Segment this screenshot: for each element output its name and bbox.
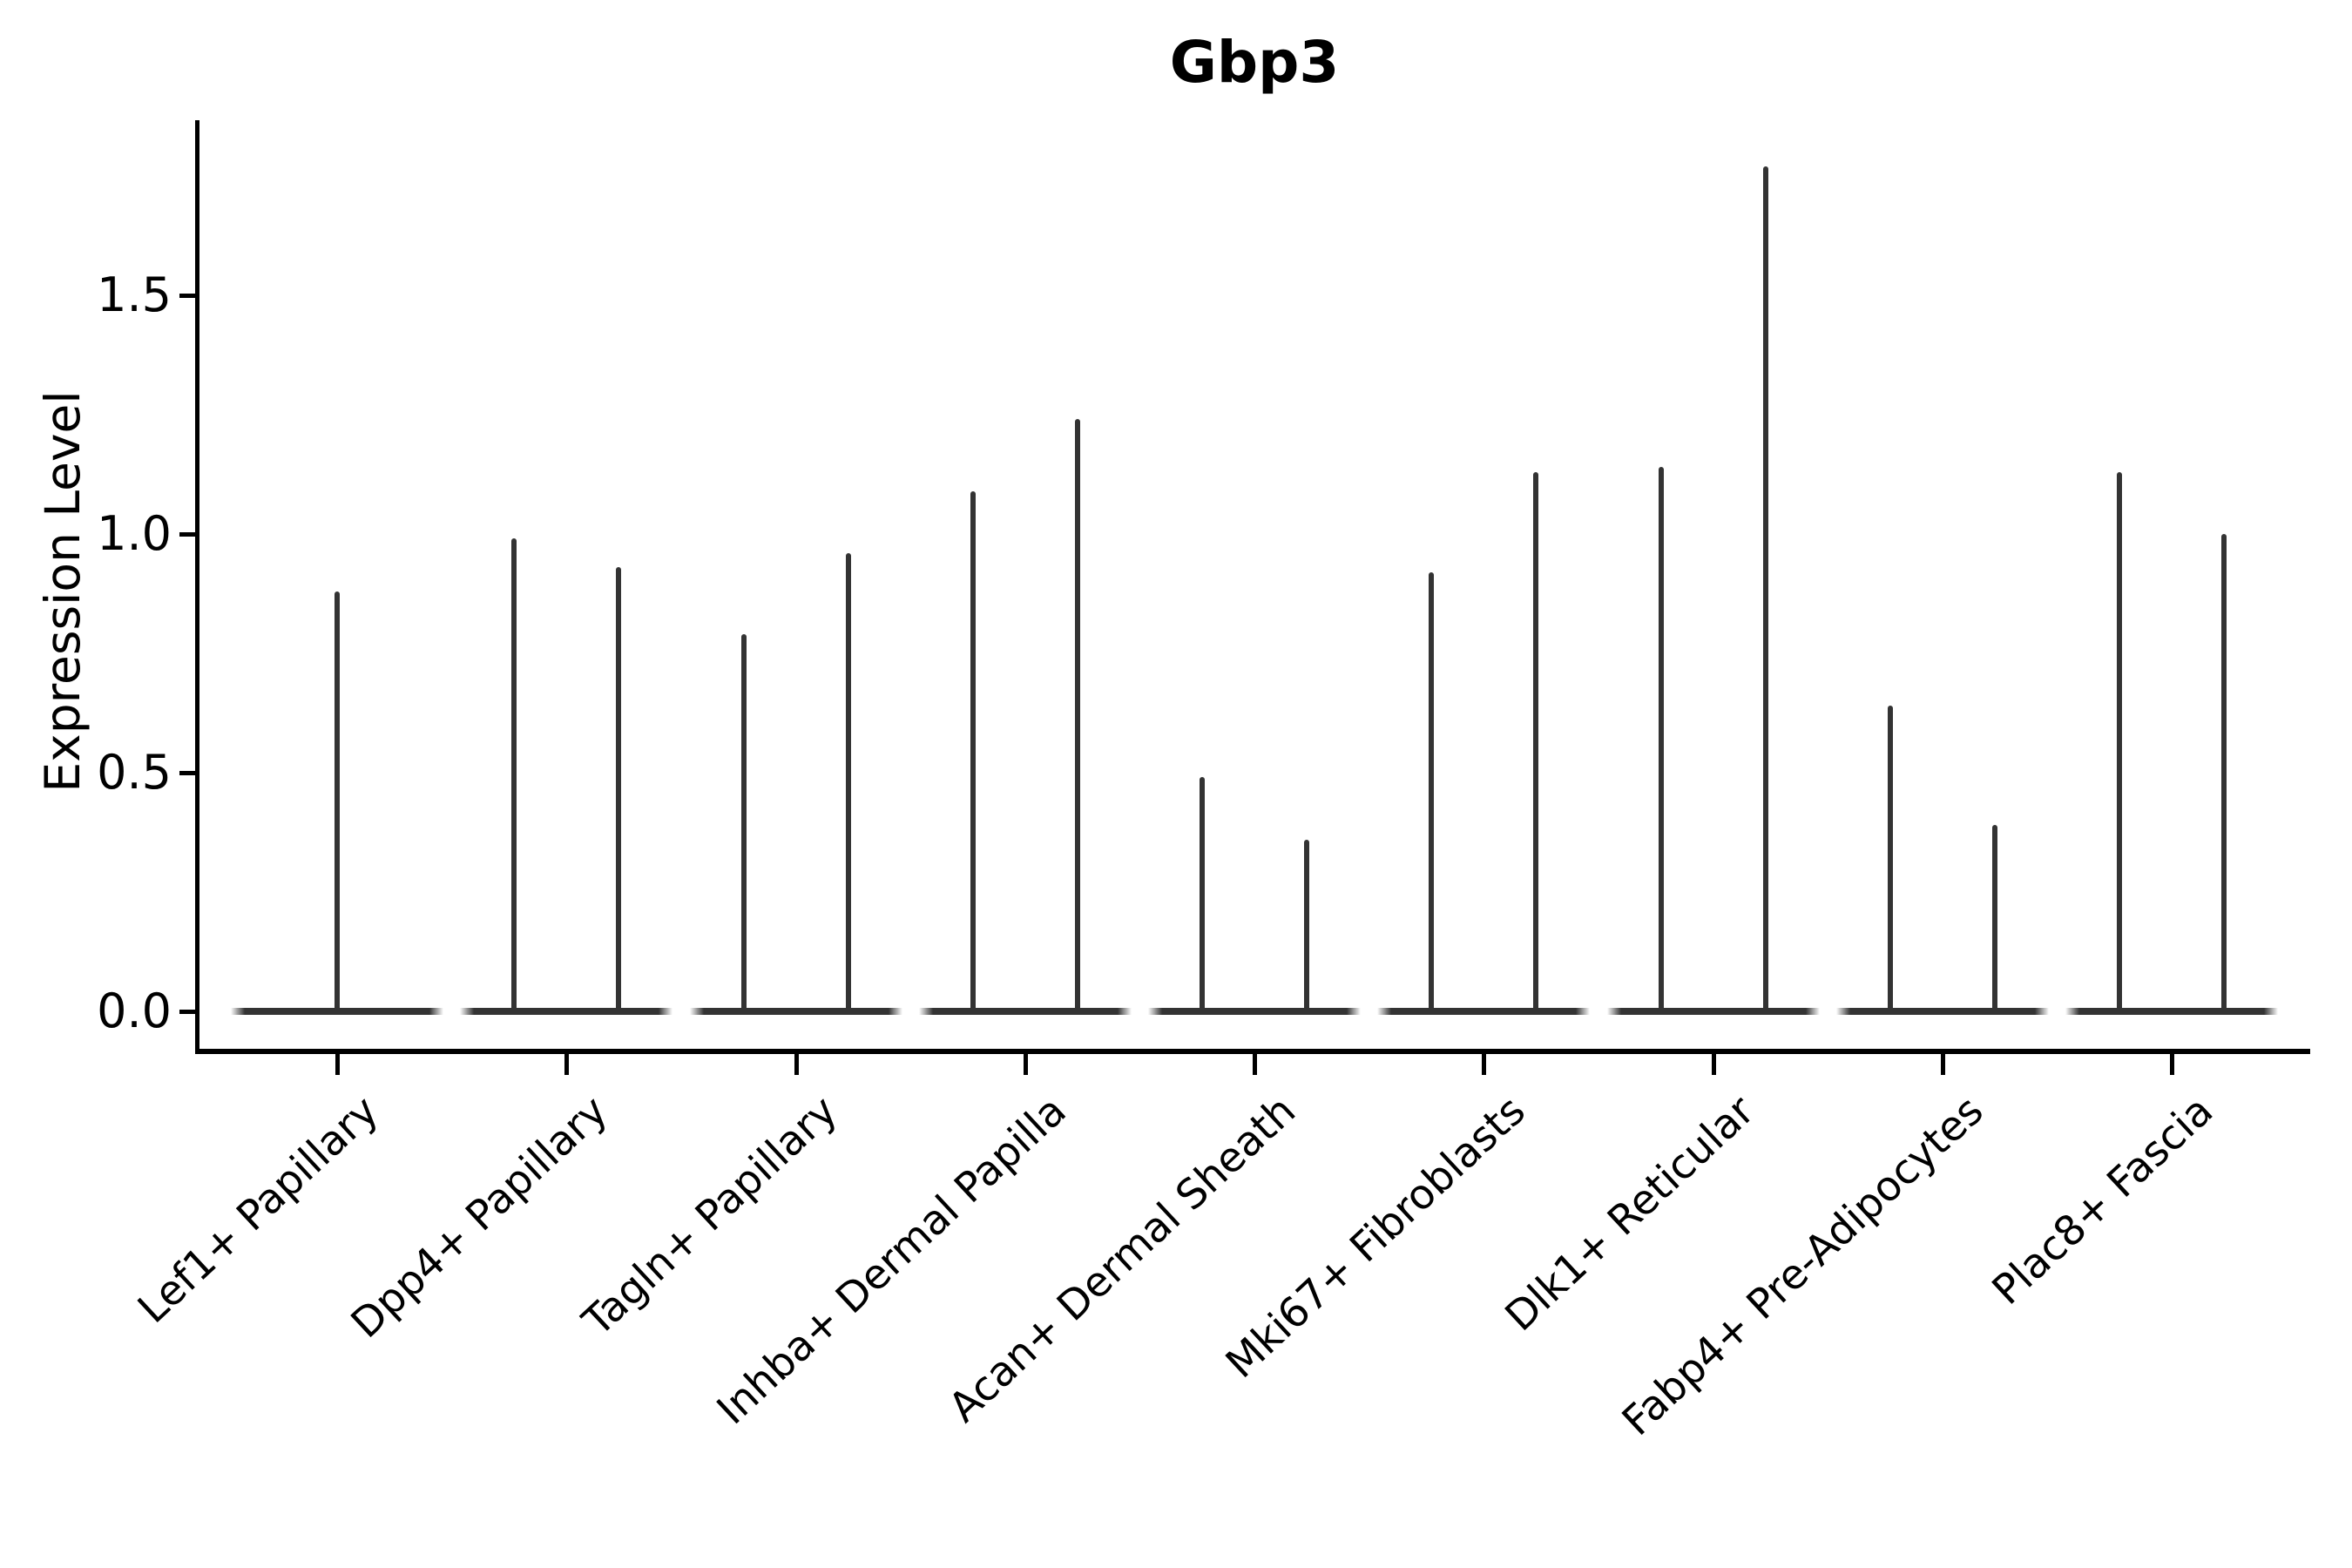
violin-spike — [845, 552, 851, 1014]
chart-title: Gbp3 — [1169, 29, 1340, 96]
x-tick — [794, 1054, 799, 1075]
violin-base — [1148, 1008, 1361, 1015]
violin-base — [1606, 1008, 1820, 1015]
violin-spike — [2221, 534, 2227, 1014]
violin-spike — [1429, 571, 1435, 1014]
x-tick-label: Dlk1+ Reticular — [1496, 1086, 1764, 1342]
y-axis-line — [195, 120, 199, 1054]
violin-spike — [511, 538, 517, 1014]
x-tick-label: Lef1+ Papillary — [128, 1086, 389, 1333]
violin-spike — [1200, 777, 1205, 1014]
y-tick-label: 0.0 — [97, 983, 172, 1038]
y-tick — [179, 294, 195, 298]
y-tick — [179, 771, 195, 775]
x-tick — [1253, 1054, 1257, 1075]
violin-base — [460, 1008, 673, 1015]
violin-spike — [335, 591, 340, 1014]
x-tick — [564, 1054, 570, 1075]
violin-spike — [1304, 839, 1309, 1014]
violin-spike — [1887, 706, 1893, 1014]
x-tick — [1711, 1054, 1716, 1075]
violin-base — [2065, 1008, 2278, 1015]
violin-base — [1377, 1008, 1591, 1015]
x-tick — [2170, 1054, 2174, 1075]
x-axis-line — [195, 1049, 2310, 1054]
y-tick-label: 1.0 — [97, 506, 172, 561]
violin-base — [689, 1008, 902, 1015]
violin-base — [1835, 1008, 2049, 1015]
y-tick-label: 0.5 — [97, 745, 172, 800]
y-tick — [179, 532, 195, 537]
x-tick — [1940, 1054, 1945, 1075]
violin-spike — [970, 490, 976, 1014]
y-tick — [179, 1010, 195, 1014]
y-tick-label: 1.5 — [97, 267, 172, 322]
violin-spike — [740, 634, 747, 1014]
violin-spike — [616, 567, 622, 1014]
violin-spike — [1762, 166, 1768, 1014]
violin-spike — [1074, 419, 1080, 1014]
x-tick — [1482, 1054, 1487, 1075]
violin-spike — [1658, 467, 1664, 1014]
x-tick-label: Plac8+ Fascia — [1983, 1086, 2223, 1315]
x-tick-label: Tagln+ Papillary — [573, 1086, 847, 1346]
x-tick — [1023, 1054, 1028, 1075]
violin-spike — [2117, 471, 2122, 1014]
violin-base — [918, 1008, 1132, 1015]
x-tick — [335, 1054, 340, 1075]
violin-spike — [1991, 825, 1997, 1014]
violin-spike — [1533, 471, 1539, 1014]
